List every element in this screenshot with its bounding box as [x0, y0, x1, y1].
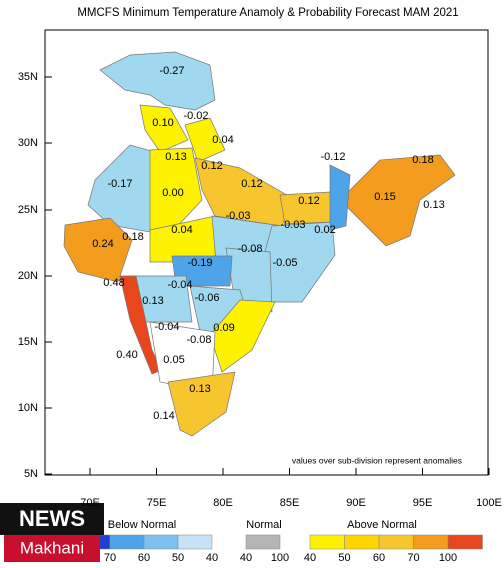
region-value: -0.27: [159, 65, 184, 77]
map-title: MMCFS Minimum Temperature Anamoly & Prob…: [77, 7, 458, 19]
logo-bottom-bg: [4, 535, 100, 562]
subdivision: [149, 147, 203, 233]
region-value: -0.06: [194, 292, 219, 304]
region-value: 0.02: [314, 224, 335, 236]
region-value: 0.10: [152, 117, 173, 129]
legend-tick: 40: [206, 552, 218, 564]
subdivision: [99, 51, 216, 111]
region-value: 0.40: [116, 349, 137, 361]
legend-tick: 50: [172, 552, 184, 564]
lon-label: 100E: [476, 497, 502, 509]
subdivision: [167, 371, 236, 437]
legend-tick: 100: [271, 552, 289, 564]
region-value: 0.05: [163, 354, 184, 366]
region-value: 0.15: [374, 191, 395, 203]
legend-tick: 50: [338, 552, 350, 564]
legend-swatch: [309, 534, 345, 550]
legend-swatch: [413, 534, 449, 550]
region-value: -0.17: [107, 178, 132, 190]
region-value: 0.13: [423, 199, 444, 211]
region-value: -0.08: [237, 243, 262, 255]
lat-label: 10N: [18, 402, 38, 414]
legend-tick: 100: [439, 552, 457, 564]
region-value: 0.12: [241, 178, 262, 190]
region-value: 0.18: [412, 154, 433, 166]
region-value: 0.12: [298, 195, 319, 207]
lon-label: 95E: [413, 497, 433, 509]
legend-swatch: [177, 534, 213, 550]
region-value: -0.19: [187, 257, 212, 269]
region-value: 0.18: [122, 231, 143, 243]
legend-swatch: [378, 534, 414, 550]
subdivision: [63, 217, 133, 283]
lon-label: 70E: [80, 497, 100, 509]
region-value: 0.24: [92, 238, 113, 250]
region-value: 0.09: [213, 322, 234, 334]
legend-tick: 60: [373, 552, 385, 564]
lat-label: 20N: [18, 270, 38, 282]
subdivision: [339, 154, 456, 247]
subdivision: [209, 299, 276, 373]
legend-swatch: [447, 534, 483, 550]
region-value: -0.05: [272, 257, 297, 269]
logo-top: NEWS: [19, 506, 85, 531]
region-value: -0.02: [183, 110, 208, 122]
region-value: -0.03: [280, 219, 305, 231]
logo-top-bg: [0, 503, 104, 535]
region-value: -0.04: [167, 279, 192, 291]
region-value: 0.13: [165, 151, 186, 163]
region-value: 0.48: [103, 277, 124, 289]
legend-label: Normal: [246, 519, 281, 531]
lon-label: 80E: [213, 497, 233, 509]
legend: 70 60 50 40 Below Normal 40 100 Normal 40 50 60 70 1…: [75, 519, 483, 564]
legend-swatch: [109, 534, 145, 550]
legend-swatch: [344, 534, 380, 550]
lat-label: 35N: [18, 71, 38, 83]
legend-tick: 40: [240, 552, 252, 564]
region-value: -0.03: [225, 210, 250, 222]
region-value: 0.04: [171, 224, 192, 236]
region-value: -0.08: [186, 334, 211, 346]
region-value: -0.12: [320, 151, 345, 163]
legend-swatch: [245, 534, 281, 550]
legend-tick: 60: [138, 552, 150, 564]
region-value: 0.12: [201, 160, 222, 172]
region-value: 0.00: [162, 187, 183, 199]
region-value: 0.13: [189, 383, 210, 395]
map-regions: -0.27 -0.02 0.10 0.04 0.13 0.12 0.12 -0.12 0.18 -…: [63, 51, 456, 437]
logo-bottom: Makhani: [20, 538, 84, 557]
region-value: 0.13: [142, 295, 163, 307]
lat-label: 25N: [18, 204, 38, 216]
legend-swatch: [143, 534, 179, 550]
legend-label: Above Normal: [347, 519, 417, 531]
lon-label: 90E: [346, 497, 366, 509]
map-frame: [44, 29, 489, 476]
subdivision: [139, 104, 189, 153]
legend-tick: 70: [104, 552, 116, 564]
legend-label: Below Normal: [108, 519, 176, 531]
region-value: 0.04: [212, 134, 233, 146]
region-value: -0.04: [154, 321, 179, 333]
lat-label: 30N: [18, 137, 38, 149]
legend-tick: 40: [304, 552, 316, 564]
subdivision: [329, 164, 351, 231]
lat-label: 5N: [24, 468, 38, 480]
lon-label: 85E: [280, 497, 300, 509]
region-value: 0.14: [153, 410, 174, 422]
map-note: values over sub-division represent anoma…: [292, 455, 462, 465]
subdivision: [184, 117, 226, 163]
legend-tick: 70: [407, 552, 419, 564]
lon-label: 75E: [147, 497, 167, 509]
lat-label: 15N: [18, 336, 38, 348]
